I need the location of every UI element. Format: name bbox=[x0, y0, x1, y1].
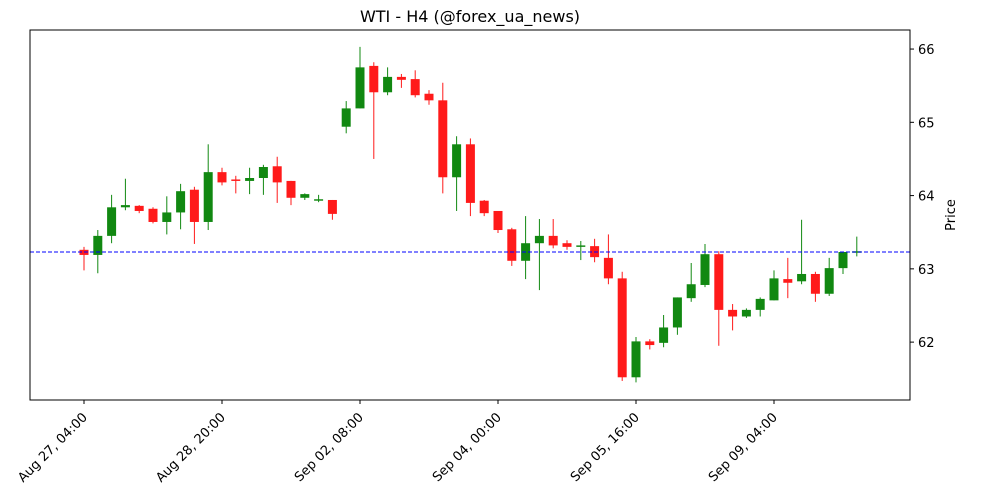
candle-body bbox=[327, 199, 337, 214]
candle-body bbox=[341, 108, 351, 127]
candle-body bbox=[286, 180, 296, 198]
candle-body bbox=[659, 327, 669, 343]
candle-body bbox=[672, 297, 682, 328]
y-tick-label: 64 bbox=[918, 190, 935, 205]
x-tick-label: Sep 04, 00:00 bbox=[430, 410, 505, 485]
candle-body bbox=[783, 279, 793, 283]
candle-body bbox=[410, 79, 420, 96]
candle-body bbox=[562, 243, 572, 247]
candle-body bbox=[548, 235, 558, 246]
y-tick-label: 62 bbox=[918, 336, 935, 351]
y-tick-label: 66 bbox=[918, 43, 935, 58]
candle-body bbox=[176, 191, 186, 213]
candle-body bbox=[383, 76, 393, 93]
candle-body bbox=[838, 252, 848, 269]
candle-body bbox=[231, 179, 241, 181]
candle-body bbox=[741, 309, 751, 317]
candle-body bbox=[728, 309, 738, 317]
candle-body bbox=[603, 257, 613, 279]
x-tick-label: Aug 28, 20:00 bbox=[153, 410, 229, 486]
plot-frame bbox=[29, 29, 911, 401]
candle-body bbox=[493, 210, 503, 231]
chart-title: WTI - H4 (@forex_ua_news) bbox=[360, 7, 580, 27]
candle-body bbox=[507, 229, 517, 261]
candle-body bbox=[576, 245, 586, 247]
candle-body bbox=[258, 167, 268, 178]
candle-body bbox=[769, 278, 779, 301]
candle-body bbox=[134, 205, 144, 211]
candle-body bbox=[755, 298, 765, 310]
candle-body bbox=[120, 205, 130, 208]
x-tick-label: Sep 09, 04:00 bbox=[706, 410, 781, 485]
candle-body bbox=[245, 178, 255, 181]
candle-body bbox=[810, 273, 820, 294]
candle-body bbox=[797, 273, 807, 282]
candle-body bbox=[272, 166, 282, 183]
candle-body bbox=[355, 67, 365, 109]
candle-body bbox=[107, 207, 117, 236]
y-tick-label: 63 bbox=[918, 263, 935, 278]
y-tick-label: 65 bbox=[918, 116, 935, 131]
candle-body bbox=[424, 93, 434, 101]
candle-body bbox=[714, 254, 724, 310]
candle-body bbox=[852, 251, 862, 253]
candle-body bbox=[824, 268, 834, 294]
candle-body bbox=[93, 235, 103, 255]
candle-body bbox=[686, 284, 696, 299]
candle-body bbox=[534, 235, 544, 244]
y-axis-label: Price bbox=[944, 199, 959, 231]
candle-body bbox=[617, 278, 627, 378]
candle-body bbox=[314, 199, 324, 201]
candle-body bbox=[217, 172, 227, 183]
candle-body bbox=[369, 65, 379, 93]
candle-body bbox=[300, 194, 310, 198]
candle-body bbox=[189, 189, 199, 222]
candle-body bbox=[438, 100, 448, 178]
candle-body bbox=[465, 144, 475, 203]
candle-body bbox=[162, 212, 172, 222]
candle-body bbox=[700, 254, 710, 285]
candle-body bbox=[148, 208, 158, 222]
candle-body bbox=[396, 76, 406, 80]
candle-body bbox=[203, 172, 213, 222]
x-tick-label: Sep 05, 16:00 bbox=[568, 410, 643, 485]
candle-body bbox=[645, 341, 655, 346]
candle-body bbox=[479, 200, 489, 214]
candle-body bbox=[452, 144, 462, 178]
x-tick-label: Sep 02, 08:00 bbox=[292, 410, 367, 485]
candle-body bbox=[631, 341, 641, 378]
x-tick-label: Aug 27, 04:00 bbox=[15, 410, 91, 486]
